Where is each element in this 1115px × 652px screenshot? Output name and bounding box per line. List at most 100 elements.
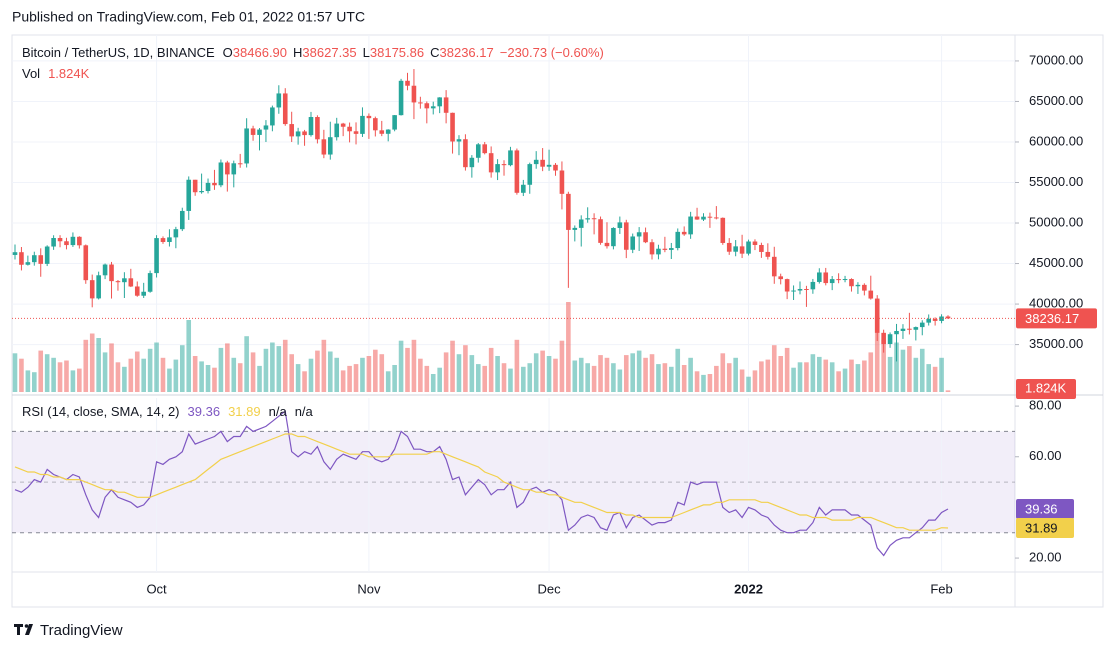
volume-bar — [591, 365, 597, 392]
y-tick-label: 20.00 — [1029, 550, 1062, 565]
volume-bar — [424, 365, 430, 392]
ohlc-key: L — [363, 45, 370, 60]
volume-bar — [19, 358, 24, 392]
volume-bar — [874, 315, 880, 392]
volume-bar — [546, 356, 552, 392]
candle-body — [726, 242, 732, 252]
candle-body — [578, 219, 584, 228]
volume-bar — [366, 356, 372, 392]
symbol: Bitcoin / TetherUS, 1D, BINANCE — [22, 45, 215, 60]
candle-body — [276, 93, 282, 108]
last-price-tag — [1016, 308, 1097, 329]
candle-body — [334, 123, 340, 138]
volume-bar — [340, 370, 346, 392]
candle-body — [649, 242, 655, 255]
volume-bar — [405, 347, 410, 392]
rsi-value: 31.89 — [228, 404, 261, 419]
candle-body — [939, 316, 944, 321]
rsi-line — [14, 433, 949, 531]
volume-bar — [475, 364, 481, 392]
candle-body — [656, 248, 661, 255]
candle-body — [295, 131, 301, 137]
candle-body — [804, 288, 809, 290]
legend: Bitcoin / TetherUS, 1D, BINANCE O38466.90… — [22, 45, 604, 60]
volume-bar — [907, 346, 912, 392]
volume-bar — [739, 369, 745, 392]
candle-body — [752, 241, 758, 245]
ohlc-value: 38466.90 — [233, 45, 287, 60]
candle-body — [424, 103, 430, 109]
candle-body — [559, 170, 565, 194]
volume-bar — [578, 357, 584, 392]
volume-bar — [38, 350, 44, 392]
candle-body — [540, 159, 545, 167]
candle-body — [842, 279, 848, 281]
volume-bar — [83, 339, 89, 392]
status-label: n/a — [269, 404, 288, 419]
frame — [11, 34, 1104, 608]
candle-body — [70, 236, 76, 246]
volume-bar — [823, 359, 829, 392]
volume-bar — [25, 370, 31, 392]
candle-body — [32, 255, 37, 263]
volume-bar — [868, 352, 874, 392]
candle-body — [566, 193, 571, 230]
candle-body — [836, 279, 841, 281]
volume-legend: Vol 1.824K — [22, 66, 90, 81]
volume-bar — [887, 356, 893, 392]
candle-body — [450, 112, 455, 142]
volume-bar — [836, 371, 841, 392]
candle-body — [115, 281, 121, 283]
volume-bar — [849, 359, 854, 392]
volume-bar — [521, 366, 526, 392]
volume-bar — [488, 347, 494, 392]
candle-body — [913, 327, 919, 330]
candle-body — [160, 238, 166, 242]
volume-bar — [842, 368, 848, 392]
candle-body — [77, 236, 82, 246]
last-price-label: 38236.17 — [1025, 311, 1079, 326]
volume-bar — [70, 370, 76, 392]
candle-body — [199, 191, 204, 193]
candle-body — [282, 93, 288, 125]
ohlc-value: 38175.86 — [370, 45, 424, 60]
candle-body — [694, 216, 700, 220]
candle-body — [315, 117, 320, 140]
volume-tag-label: 1.824K — [1025, 380, 1067, 395]
volume-bar — [315, 350, 320, 392]
volume-bar — [199, 361, 204, 392]
volume-bar — [289, 354, 294, 392]
ohlc-key: C — [430, 45, 439, 60]
candle-body — [797, 288, 803, 291]
volume-bar — [752, 370, 758, 392]
volume-bar — [347, 365, 352, 392]
rsi-tag-label: 39.36 — [1025, 501, 1058, 516]
y-tick-label: 70000.00 — [1029, 52, 1083, 67]
volume-bar — [179, 345, 185, 392]
rsi-tag-label: 31.89 — [1025, 520, 1058, 535]
candle-body — [51, 238, 56, 247]
candle-body — [231, 163, 237, 175]
candle-body — [681, 231, 687, 235]
volume-bar — [649, 354, 655, 392]
rsi-tag — [1016, 499, 1074, 520]
candle-body — [623, 222, 629, 250]
candle-body — [237, 163, 243, 165]
volume-tag — [1016, 379, 1076, 399]
candle-body — [25, 262, 31, 265]
candle-body — [900, 328, 906, 331]
volume-bar — [726, 363, 732, 392]
candle-body — [688, 216, 693, 235]
y-tick-label: 80.00 — [1029, 398, 1062, 413]
volume-bar — [456, 354, 462, 392]
volume-bar — [134, 351, 140, 392]
volume-bar — [707, 374, 713, 392]
volume-bar — [270, 342, 275, 392]
candle-body — [533, 159, 539, 165]
volume-bar — [353, 364, 359, 392]
candle-body — [759, 244, 764, 252]
volume-bar — [688, 357, 693, 392]
candle-body — [887, 334, 893, 345]
